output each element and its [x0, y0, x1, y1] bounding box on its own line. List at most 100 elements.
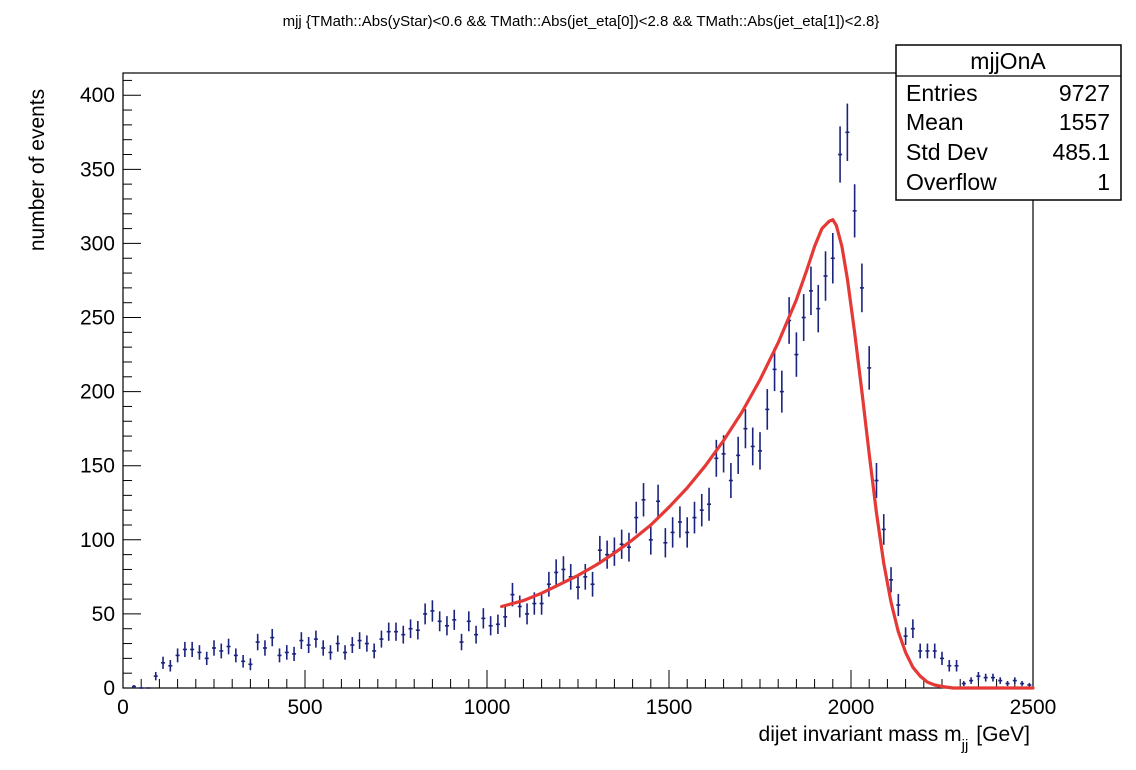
data-point: [889, 567, 894, 593]
data-point: [772, 347, 777, 392]
data-point: [947, 660, 952, 672]
data-point: [204, 651, 209, 665]
data-point: [190, 641, 195, 658]
data-point: [131, 685, 136, 688]
data-point: [830, 233, 835, 284]
data-point: [430, 600, 435, 622]
stats-mean-label: Mean: [906, 109, 964, 135]
data-point: [757, 432, 763, 470]
data-point: [932, 643, 937, 659]
data-point: [335, 635, 340, 652]
data-point: [998, 677, 1003, 684]
data-point: [1020, 680, 1025, 687]
data-point: [444, 616, 449, 636]
data-point: [1005, 680, 1010, 687]
data-point: [495, 614, 500, 634]
data-point: [845, 103, 850, 161]
data-point: [597, 535, 602, 565]
data-point: [415, 620, 420, 640]
data-point: [466, 611, 471, 632]
data-point: [641, 483, 646, 517]
stats-overflow-label: Overflow: [906, 169, 997, 195]
fit-line: [500, 218, 1035, 690]
axis-ticks: 0 500 1000 1500 2000 2500 0 50 100 150 200 250 300 35…: [80, 79, 1056, 719]
data-point: [408, 619, 413, 639]
data-point: [372, 643, 377, 659]
data-point: [168, 660, 173, 672]
data-point: [707, 487, 712, 521]
data-point: [423, 603, 428, 625]
data-point: [241, 655, 246, 668]
stats-box-title: mjjOnA: [970, 48, 1046, 74]
data-point: [859, 263, 864, 313]
data-point: [910, 619, 915, 639]
data-point: [990, 673, 995, 682]
stats-mean-value: 1557: [1059, 109, 1110, 135]
data-point: [918, 643, 923, 659]
data-point: [590, 571, 595, 597]
data-point: [816, 284, 821, 333]
data-point: [969, 677, 974, 684]
data-point: [503, 606, 508, 628]
data-point: [743, 409, 748, 449]
data-point: [459, 633, 464, 651]
chart-title: mjj {TMath::Abs(yStar)<0.6 && TMath::Abs…: [283, 13, 880, 30]
data-point: [525, 603, 530, 625]
y-tick-label: 150: [80, 455, 115, 478]
y-tick-label: 300: [80, 232, 115, 255]
data-point: [794, 332, 799, 377]
data-point: [954, 660, 959, 672]
data-point: [670, 517, 675, 548]
data-point: [284, 645, 289, 660]
y-tick-label: 0: [103, 677, 115, 700]
y-tick-label: 250: [80, 307, 115, 330]
data-point: [961, 680, 966, 687]
y-tick-label: 350: [80, 158, 115, 181]
data-point: [175, 648, 180, 663]
data-point: [656, 484, 661, 518]
data-point: [401, 625, 406, 644]
data-point: [634, 501, 639, 534]
data-point: [364, 635, 369, 652]
stats-stddev-value: 485.1: [1052, 139, 1110, 165]
data-point: [874, 462, 879, 499]
data-point: [481, 608, 486, 629]
x-tick-label: 1000: [464, 696, 511, 719]
data-point: [619, 529, 624, 559]
data-point: [277, 648, 282, 663]
data-point: [343, 645, 348, 660]
data-point: [736, 436, 741, 474]
data-point: [474, 625, 479, 644]
y-tick-label: 100: [80, 529, 115, 552]
data-point: [292, 646, 297, 662]
x-tick-label: 1500: [646, 696, 693, 719]
data-point: [452, 609, 457, 630]
data-point: [677, 506, 682, 538]
x-axis-title-sub: jj: [961, 737, 969, 754]
data-point: [714, 439, 719, 477]
data-point: [852, 184, 857, 238]
y-tick-label: 200: [80, 381, 115, 404]
data-point: [605, 540, 610, 569]
data-point: [437, 611, 442, 632]
x-tick-label: 500: [287, 696, 322, 719]
data-point: [262, 640, 267, 656]
data-point: [328, 645, 333, 660]
data-point: [692, 501, 697, 534]
data-point: [226, 638, 231, 655]
stats-box: mjjOnA Entries 9727 Mean 1557 Std Dev 48…: [895, 44, 1122, 201]
data-point: [801, 294, 806, 341]
y-axis-title: number of events: [26, 89, 49, 251]
stats-overflow-value: 1: [1097, 169, 1110, 195]
data-point: [554, 559, 559, 586]
data-point: [379, 630, 384, 648]
stats-entries-value: 9727: [1059, 80, 1110, 106]
data-point: [925, 643, 930, 659]
fit-curve: [500, 218, 1035, 690]
x-tick-label: 0: [117, 696, 129, 719]
data-point: [808, 266, 813, 316]
data-point: [867, 346, 872, 390]
data-point: [779, 370, 784, 413]
data-point: [838, 126, 843, 183]
